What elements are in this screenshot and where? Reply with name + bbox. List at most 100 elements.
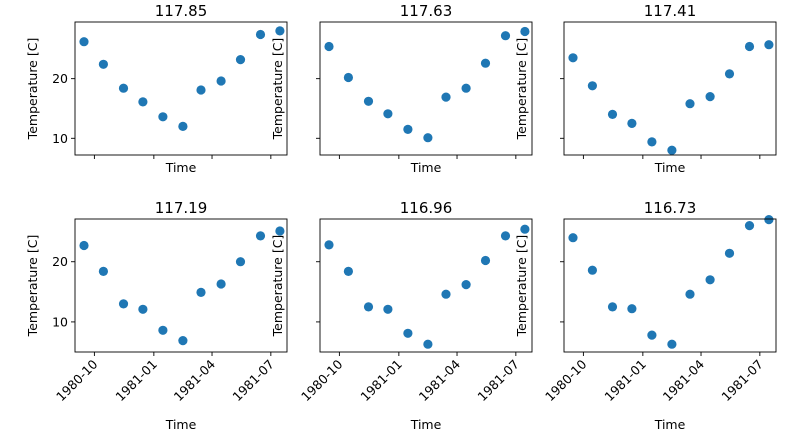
data-point	[343, 266, 353, 276]
data-point	[423, 339, 433, 349]
data-point	[480, 58, 491, 68]
x-axis-label: Time	[165, 417, 197, 432]
subplot-3: 117.41 Time Temperature [C]	[514, 2, 777, 175]
y-axis-label: Temperature [C]	[270, 235, 285, 338]
data-point	[587, 81, 598, 91]
data-point	[324, 240, 334, 250]
x-tick-label: 1981-01	[601, 357, 649, 405]
data-point	[216, 279, 226, 289]
data-point	[520, 224, 530, 234]
data-point	[520, 26, 530, 37]
x-tick-label: 1981-07	[229, 357, 277, 405]
data-point	[568, 53, 578, 63]
data-point	[196, 287, 206, 297]
axes-frame	[319, 21, 533, 156]
data-point	[79, 240, 89, 251]
data-point	[461, 280, 471, 290]
data-point	[158, 112, 168, 122]
data-point	[178, 336, 188, 346]
subplot-4: 117.19 10 20 1980-10 1981-01 1981-04 1981-07 Ti…	[25, 199, 288, 432]
x-tick-label: 1981-04	[660, 356, 708, 404]
y-tick-label: 20	[52, 71, 68, 86]
data-point	[79, 37, 89, 47]
x-tick-label: 1981-01	[112, 357, 160, 405]
data-point	[275, 26, 285, 36]
data-point	[627, 118, 637, 128]
subplot-5: 116.96 1980-10 1981-01 1981-04 1981-07 Time Te…	[270, 199, 533, 432]
data-point	[98, 59, 108, 69]
data-point	[441, 92, 451, 102]
data-point	[764, 215, 774, 225]
data-point	[363, 302, 374, 312]
data-point	[235, 257, 246, 267]
data-point	[705, 275, 715, 285]
data-point	[196, 85, 206, 95]
data-point	[685, 99, 695, 109]
data-point	[178, 121, 188, 131]
data-point	[118, 299, 129, 309]
x-axis-label: Time	[654, 417, 686, 432]
axes-frame	[563, 21, 777, 156]
data-point	[744, 221, 755, 231]
subplot-2: 117.63 Time Temperature [C]	[270, 2, 533, 175]
subplot-title: 117.85	[155, 2, 208, 20]
data-point	[441, 289, 451, 299]
data-point	[98, 266, 108, 276]
data-point	[461, 83, 471, 93]
subplot-title: 117.63	[400, 2, 453, 20]
data-point	[627, 304, 637, 314]
y-tick-label: 20	[52, 254, 68, 269]
x-tick-label: 1981-07	[718, 357, 766, 405]
data-point	[423, 133, 433, 143]
axes-frame	[74, 218, 288, 353]
y-axis-label: Temperature [C]	[25, 38, 40, 141]
data-point	[607, 302, 618, 312]
data-point	[138, 304, 148, 314]
x-axis-label: Time	[654, 160, 686, 175]
data-point	[480, 255, 491, 266]
data-point	[744, 41, 755, 52]
data-point	[275, 226, 285, 236]
data-point	[685, 289, 695, 299]
data-point	[343, 72, 353, 83]
data-point	[158, 325, 168, 335]
y-tick-label: 10	[52, 314, 68, 329]
data-point	[587, 265, 598, 275]
x-tick-label: 1981-01	[357, 357, 405, 405]
subplot-title: 116.96	[400, 199, 453, 217]
subplot-title: 117.41	[644, 2, 697, 20]
data-point	[667, 145, 677, 155]
subplot-6: 116.73 1980-10 1981-01 1981-04 1981-07 Time Te…	[514, 199, 777, 432]
data-point	[647, 137, 657, 147]
data-point	[724, 69, 735, 79]
data-point	[138, 97, 148, 107]
axes-frame	[563, 218, 777, 353]
data-point	[324, 41, 334, 52]
y-axis-label: Temperature [C]	[270, 38, 285, 141]
x-tick-label: 1981-04	[171, 356, 219, 404]
data-point	[403, 124, 413, 134]
axes-frame	[74, 21, 288, 156]
axes-frame	[319, 218, 533, 353]
data-point	[383, 109, 393, 119]
x-axis-label: Time	[165, 160, 197, 175]
data-point	[724, 248, 735, 258]
data-point	[607, 109, 618, 119]
data-point	[383, 304, 393, 314]
data-point	[647, 330, 657, 340]
x-tick-label: 1980-10	[298, 356, 346, 404]
data-point	[667, 339, 677, 349]
subplot-title: 116.73	[644, 199, 697, 217]
data-point	[500, 231, 511, 241]
data-point	[764, 40, 774, 50]
data-point	[216, 76, 226, 86]
data-point	[500, 31, 511, 41]
data-point	[363, 96, 374, 106]
subplot-title: 117.19	[155, 199, 208, 217]
data-point	[118, 83, 129, 93]
y-axis-label: Temperature [C]	[25, 235, 40, 338]
data-point	[705, 92, 715, 102]
x-axis-label: Time	[410, 417, 442, 432]
data-point	[568, 233, 578, 243]
